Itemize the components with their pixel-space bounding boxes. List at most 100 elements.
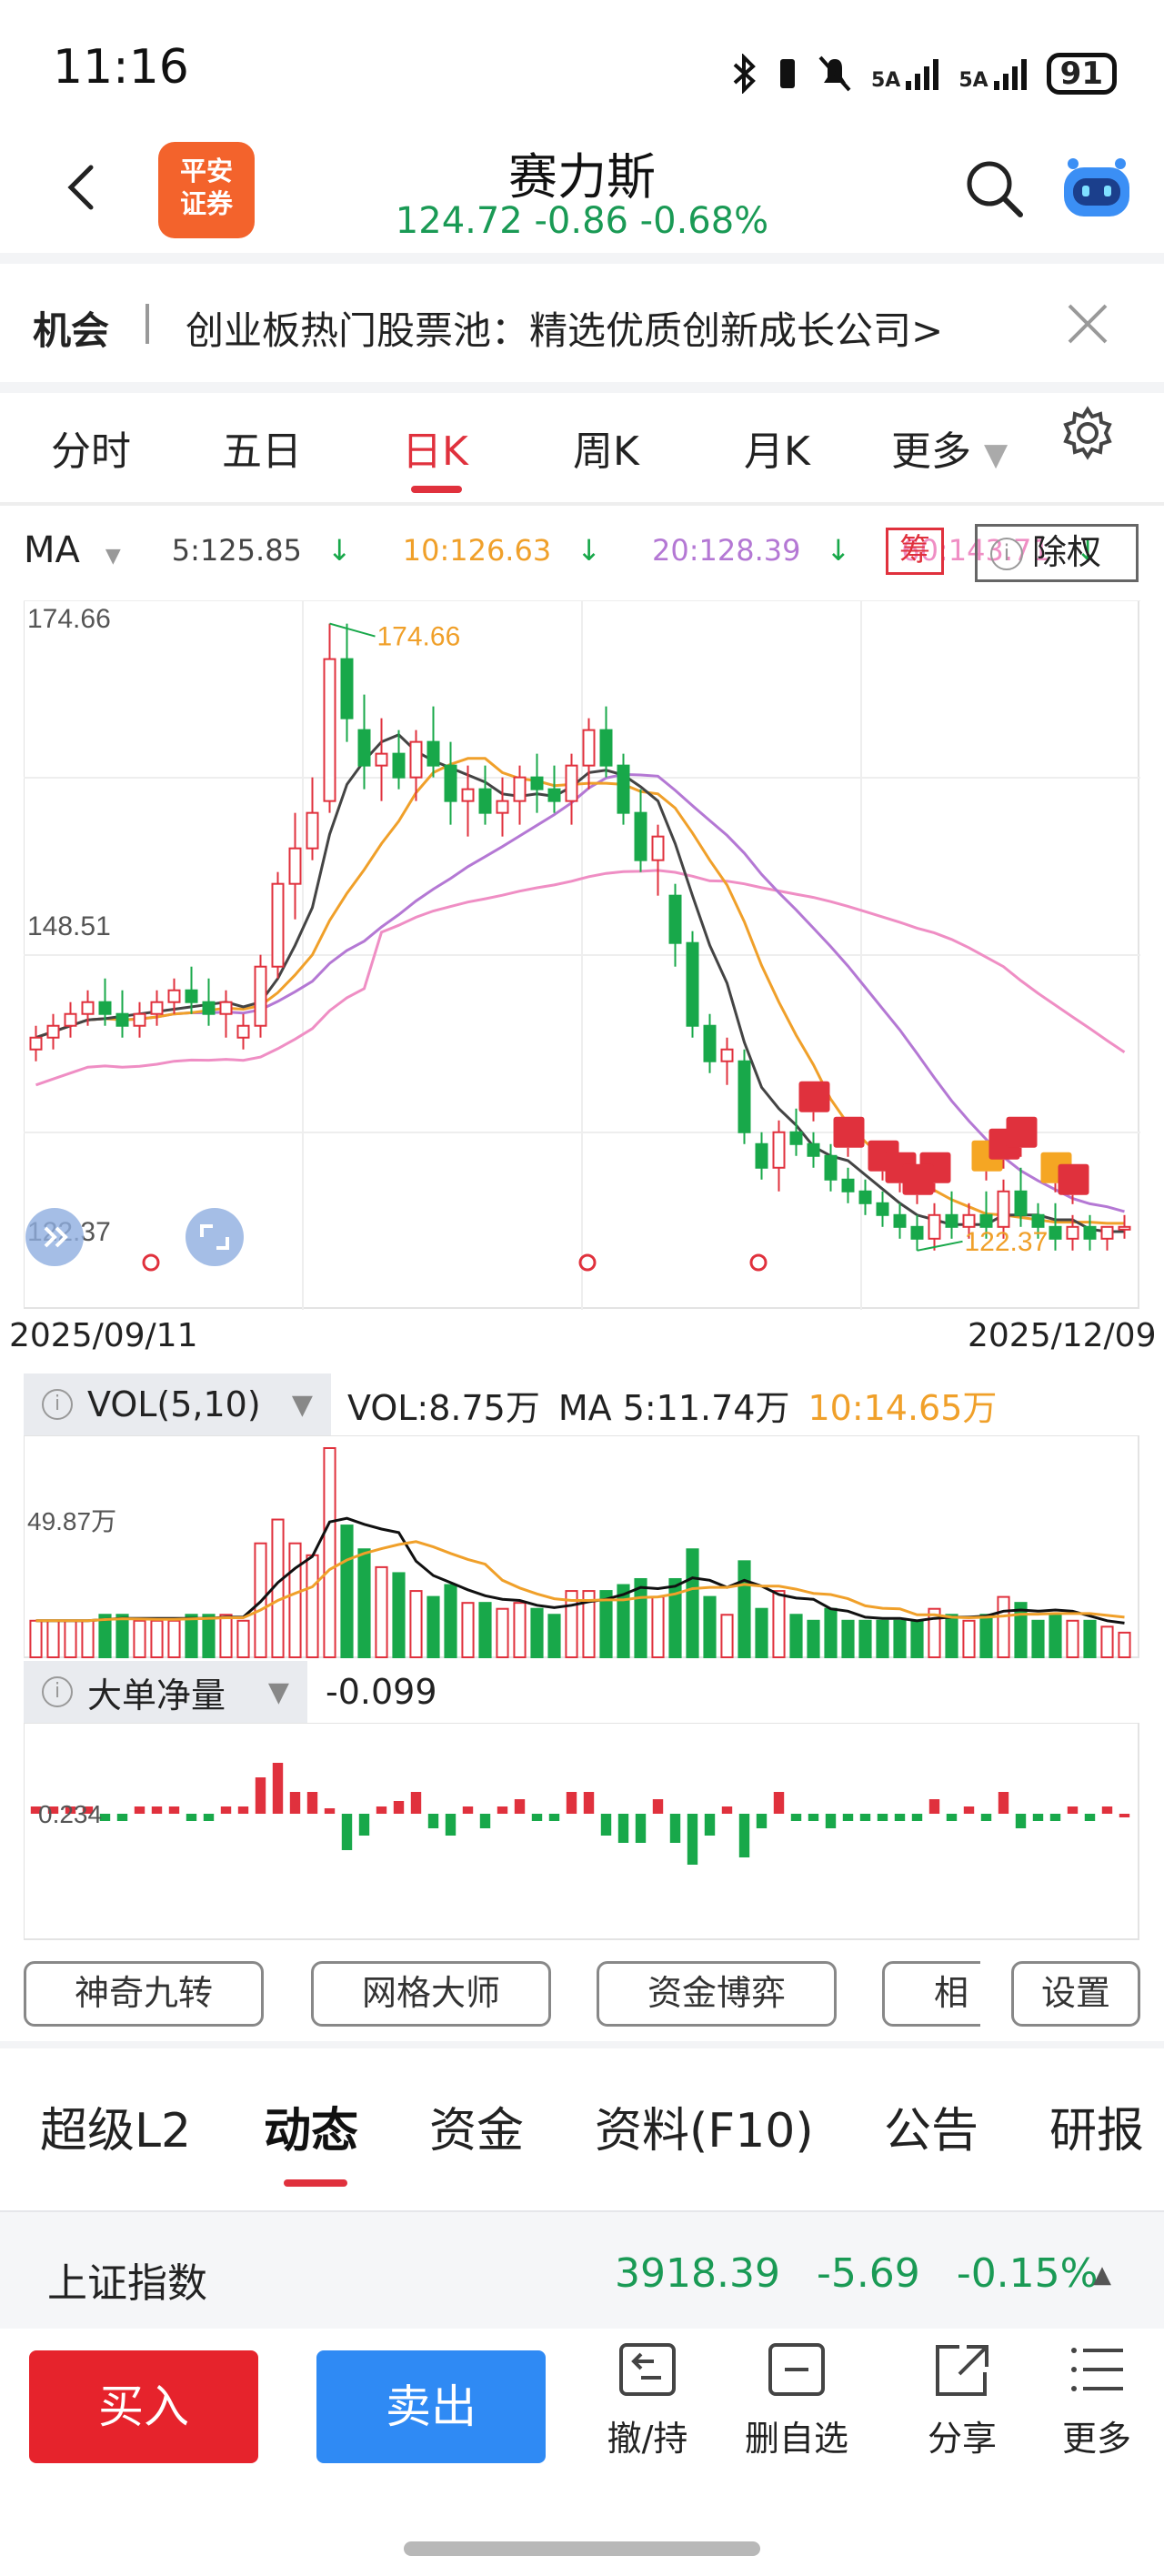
volume-bar bbox=[582, 1590, 596, 1658]
candle-body bbox=[150, 1001, 164, 1015]
buy-button[interactable]: 买入 bbox=[29, 2350, 258, 2463]
candle-body bbox=[617, 764, 630, 814]
tab-fenshi[interactable]: 分时 bbox=[51, 428, 131, 475]
separator bbox=[0, 2041, 1164, 2048]
sell-button[interactable]: 卖出 bbox=[316, 2350, 546, 2463]
caret-up-icon[interactable]: ▲ bbox=[1093, 2261, 1111, 2289]
volume-frame bbox=[24, 1435, 1139, 1658]
index-ticker[interactable]: 上证指数 3918.39 -5.69 -0.15% ▲ bbox=[0, 2210, 1164, 2329]
tool-shenqi-button[interactable]: 神奇九转 bbox=[24, 1961, 264, 2027]
big-order-bar bbox=[324, 1808, 336, 1814]
tool-grid-button[interactable]: 网格大师 bbox=[311, 1961, 551, 2027]
big-order-bar bbox=[47, 1806, 59, 1814]
ma60-line bbox=[35, 869, 1126, 1087]
candle-body bbox=[772, 1131, 786, 1169]
big-order-label: 大单净量 bbox=[87, 1675, 226, 1716]
separator bbox=[0, 253, 1164, 264]
share-button[interactable]: 分享 bbox=[908, 2341, 1017, 2460]
event-marker-icon bbox=[749, 1253, 768, 1272]
tool-similar-button[interactable]: 相似 bbox=[882, 1961, 980, 2027]
chip-button[interactable]: 筹 bbox=[886, 528, 944, 575]
volume-bar bbox=[81, 1619, 95, 1659]
remove-watchlist-button[interactable]: 删自选 bbox=[742, 2341, 851, 2460]
caret-down-icon: ▼ bbox=[291, 1388, 313, 1421]
big-order-bar bbox=[894, 1814, 906, 1821]
candle-body bbox=[185, 989, 198, 1003]
opportunity-banner[interactable]: 机会 创业板热门股票池：精选优质创新成长公司> bbox=[0, 264, 1164, 382]
more-button[interactable]: 更多 bbox=[1042, 2341, 1151, 2460]
volume-bar bbox=[634, 1577, 647, 1658]
candle-body bbox=[81, 1001, 95, 1015]
back-arrow-icon[interactable] bbox=[55, 160, 109, 215]
vibrate-icon bbox=[779, 59, 795, 88]
candle-body bbox=[219, 1001, 233, 1015]
big-order-bar bbox=[1084, 1814, 1096, 1821]
robot-assistant-icon[interactable] bbox=[1060, 155, 1133, 222]
candle-body bbox=[1118, 1225, 1131, 1231]
tool-capital-button[interactable]: 资金博弈 bbox=[597, 1961, 837, 2027]
volume-header: i VOL(5,10) ▼ VOL:8.75万 MA 5:11.74万 10:14.… bbox=[24, 1374, 1151, 1435]
candle-body bbox=[1031, 1213, 1045, 1228]
net-1-label: 5A bbox=[870, 69, 901, 92]
index-pct: -0.15% bbox=[956, 2250, 1099, 2297]
logo-line-2: 证券 bbox=[179, 188, 233, 219]
big-order-bar bbox=[980, 1814, 992, 1821]
bluetooth-icon bbox=[733, 54, 756, 94]
tab-yuek[interactable]: 月K bbox=[744, 428, 810, 475]
arrow-down-icon: ↓ bbox=[826, 533, 851, 568]
candle-body bbox=[392, 752, 406, 779]
close-icon[interactable] bbox=[1064, 300, 1111, 347]
event-marker-icon bbox=[578, 1253, 597, 1272]
candle-body bbox=[133, 1012, 146, 1027]
volume-bar bbox=[133, 1619, 146, 1659]
tab-more[interactable]: 更多 ▼ bbox=[891, 418, 1008, 477]
candle-body bbox=[271, 882, 285, 968]
search-icon[interactable] bbox=[964, 158, 1024, 218]
volume-bar bbox=[1031, 1619, 1045, 1659]
candle-body bbox=[928, 1213, 941, 1240]
volume-bar bbox=[392, 1572, 406, 1658]
tab-research[interactable]: 研报 bbox=[1049, 2104, 1145, 2158]
big-order-bar bbox=[65, 1806, 76, 1814]
candle-body bbox=[807, 1142, 820, 1157]
cancel-hold-button[interactable]: 撤/持 bbox=[593, 2341, 702, 2460]
big-order-selector[interactable]: i 大单净量 ▼ bbox=[24, 1661, 307, 1723]
ex-rights-button[interactable]: i 除权 bbox=[975, 524, 1139, 582]
high-annotation: 174.66 bbox=[377, 622, 461, 652]
big-order-bar bbox=[462, 1806, 474, 1814]
tab-wuri[interactable]: 五日 bbox=[222, 428, 302, 475]
tab-zhouk[interactable]: 周K bbox=[573, 428, 639, 475]
candle-body bbox=[841, 1178, 855, 1192]
tool-settings-button[interactable]: 设置 bbox=[1011, 1961, 1140, 2027]
candle-body bbox=[46, 1024, 60, 1039]
big-order-bar bbox=[1119, 1814, 1130, 1817]
y-axis-label: 174.66 bbox=[27, 604, 111, 634]
buy-signal-marker bbox=[1006, 1116, 1038, 1148]
volume-y-label: 49.87万 bbox=[27, 1507, 116, 1535]
tab-rik[interactable]: 日K bbox=[402, 428, 468, 475]
tab-dynamic[interactable]: 动态 bbox=[264, 2104, 359, 2158]
tab-capital[interactable]: 资金 bbox=[429, 2104, 525, 2158]
opportunity-text[interactable]: 创业板热门股票池：精选优质创新成长公司> bbox=[186, 308, 944, 353]
cancel-hold-label: 撤/持 bbox=[607, 2419, 688, 2459]
volume-bar bbox=[668, 1577, 682, 1658]
ma-selector[interactable]: MA ▼ bbox=[24, 529, 146, 571]
minus-box-icon bbox=[768, 2343, 825, 2396]
candle-body bbox=[1100, 1225, 1114, 1240]
volume-bar bbox=[893, 1619, 907, 1659]
ma20-value: 20:128.39 ↓ bbox=[652, 533, 876, 568]
gear-icon[interactable] bbox=[1060, 406, 1115, 460]
big-order-bar bbox=[808, 1814, 819, 1821]
candle-body bbox=[686, 941, 699, 1027]
tab-announcement[interactable]: 公告 bbox=[884, 2104, 979, 2158]
event-marker-icon bbox=[142, 1253, 160, 1272]
big-order-bar bbox=[652, 1799, 664, 1814]
volume-selector[interactable]: i VOL(5,10) ▼ bbox=[24, 1374, 331, 1435]
tab-super-l2[interactable]: 超级L2 bbox=[40, 2104, 192, 2158]
volume-bar bbox=[496, 1607, 509, 1659]
volume-bar bbox=[513, 1602, 527, 1658]
tab-f10[interactable]: 资料(F10) bbox=[595, 2104, 814, 2158]
low-marker-line bbox=[917, 1240, 963, 1252]
broker-logo[interactable]: 平安 证券 bbox=[158, 142, 255, 238]
